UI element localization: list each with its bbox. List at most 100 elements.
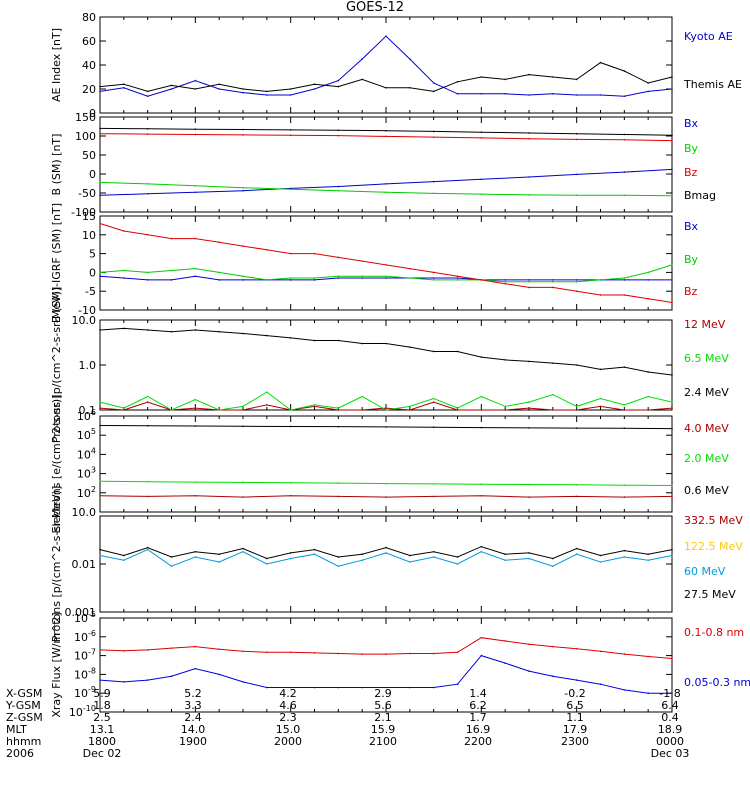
y-tick-label: 10-6	[74, 629, 96, 644]
data-point	[575, 484, 578, 486]
footer-value: Dec 02	[82, 747, 122, 760]
data-point	[409, 87, 411, 89]
data-point	[456, 81, 459, 83]
data-point	[194, 425, 197, 427]
data-point	[504, 93, 506, 95]
y-tick-label: 40	[82, 59, 96, 72]
y-tick-exponent: -6	[88, 629, 96, 638]
data-point	[337, 652, 340, 655]
series-line	[99, 223, 673, 303]
data-point	[123, 409, 125, 411]
footer-value: -1.8	[659, 687, 681, 700]
data-point	[99, 424, 101, 427]
data-point	[432, 277, 435, 279]
data-point	[289, 134, 292, 137]
data-point	[575, 427, 578, 429]
data-point	[194, 133, 197, 136]
data-point	[99, 649, 101, 651]
data-point	[552, 279, 554, 281]
data-point	[504, 640, 506, 642]
y-axis-label: Protons [p/(cm^2-s-sr-MeV)]	[50, 287, 63, 444]
data-point	[623, 133, 626, 136]
data-point	[242, 186, 244, 189]
data-point	[432, 82, 435, 84]
data-point	[671, 657, 673, 660]
y-tick-exponent: -10	[83, 704, 96, 713]
y-axis-label: Protons [p/(cm^2-s-sr-MeV)]	[50, 486, 63, 643]
data-point	[575, 647, 578, 650]
data-point	[337, 79, 340, 82]
legend-entry: Bx	[684, 117, 699, 130]
data-point	[432, 686, 435, 689]
data-point	[289, 425, 292, 428]
footer-value: 14.0	[180, 723, 206, 736]
data-point	[504, 282, 506, 285]
data-point	[385, 129, 387, 132]
data-point	[671, 554, 673, 557]
data-point	[432, 426, 435, 429]
data-point	[266, 651, 268, 654]
data-point	[266, 563, 268, 565]
footer-row: X-GSM 5.9 5.2 4.2 2.9 1.4 -0.2 -1.8	[0, 688, 750, 700]
data-point	[432, 279, 435, 281]
data-point	[647, 395, 649, 398]
data-point	[146, 329, 149, 331]
data-point	[123, 681, 125, 683]
data-point	[671, 139, 673, 142]
data-point	[480, 356, 483, 358]
footer-value: Dec 03	[650, 747, 690, 760]
y-tick-exponent: 6	[91, 408, 96, 417]
y-tick-label: 5	[89, 248, 96, 261]
footer-value: 15.9	[370, 723, 396, 736]
data-point	[432, 192, 435, 195]
footer-row-label: Y-GSM	[6, 699, 41, 712]
data-point	[289, 277, 292, 279]
data-point	[289, 88, 292, 90]
data-point	[194, 481, 197, 483]
data-point	[313, 88, 316, 90]
data-point	[146, 127, 149, 130]
data-point	[599, 561, 602, 563]
legend-entry: 4.0 MeV	[684, 422, 729, 435]
data-point	[194, 275, 197, 277]
data-point	[623, 484, 626, 486]
data-point	[647, 90, 649, 93]
data-point	[146, 279, 149, 281]
data-point	[575, 194, 578, 197]
data-point	[385, 496, 387, 498]
footer-row: Z-GSM 2.5 2.4 2.3 2.1 1.7 1.1 0.4	[0, 712, 750, 724]
data-point	[385, 277, 387, 279]
data-point	[313, 404, 316, 406]
data-point	[123, 277, 125, 279]
y-tick-label: 10.0	[72, 506, 97, 519]
data-point	[623, 427, 626, 430]
data-point	[289, 279, 292, 281]
data-point	[480, 636, 483, 639]
data-point	[194, 267, 197, 270]
data-point	[623, 194, 626, 197]
data-point	[146, 271, 149, 274]
y-tick-label: 10-5	[74, 610, 96, 625]
data-point	[671, 401, 673, 403]
data-point	[623, 409, 626, 411]
data-point	[242, 681, 244, 683]
y-axis-label: B (SM)-IGRF (SM) [nT]	[50, 203, 63, 323]
data-point	[123, 83, 125, 85]
series-line	[99, 168, 673, 196]
data-point	[385, 407, 387, 409]
y-axis-label: Electrons [e/(cm^2-s-sr)]	[50, 395, 63, 534]
data-point	[218, 553, 220, 556]
data-point	[647, 279, 649, 281]
legend-entry: By	[684, 253, 699, 266]
data-point	[194, 88, 197, 90]
data-point	[671, 548, 673, 551]
data-point	[218, 83, 220, 85]
data-point	[456, 407, 459, 409]
data-point	[242, 189, 244, 192]
data-point	[99, 222, 101, 225]
data-point	[361, 409, 363, 411]
data-point	[599, 683, 602, 686]
data-point	[456, 93, 459, 95]
data-point	[528, 176, 530, 178]
data-point	[409, 346, 411, 348]
